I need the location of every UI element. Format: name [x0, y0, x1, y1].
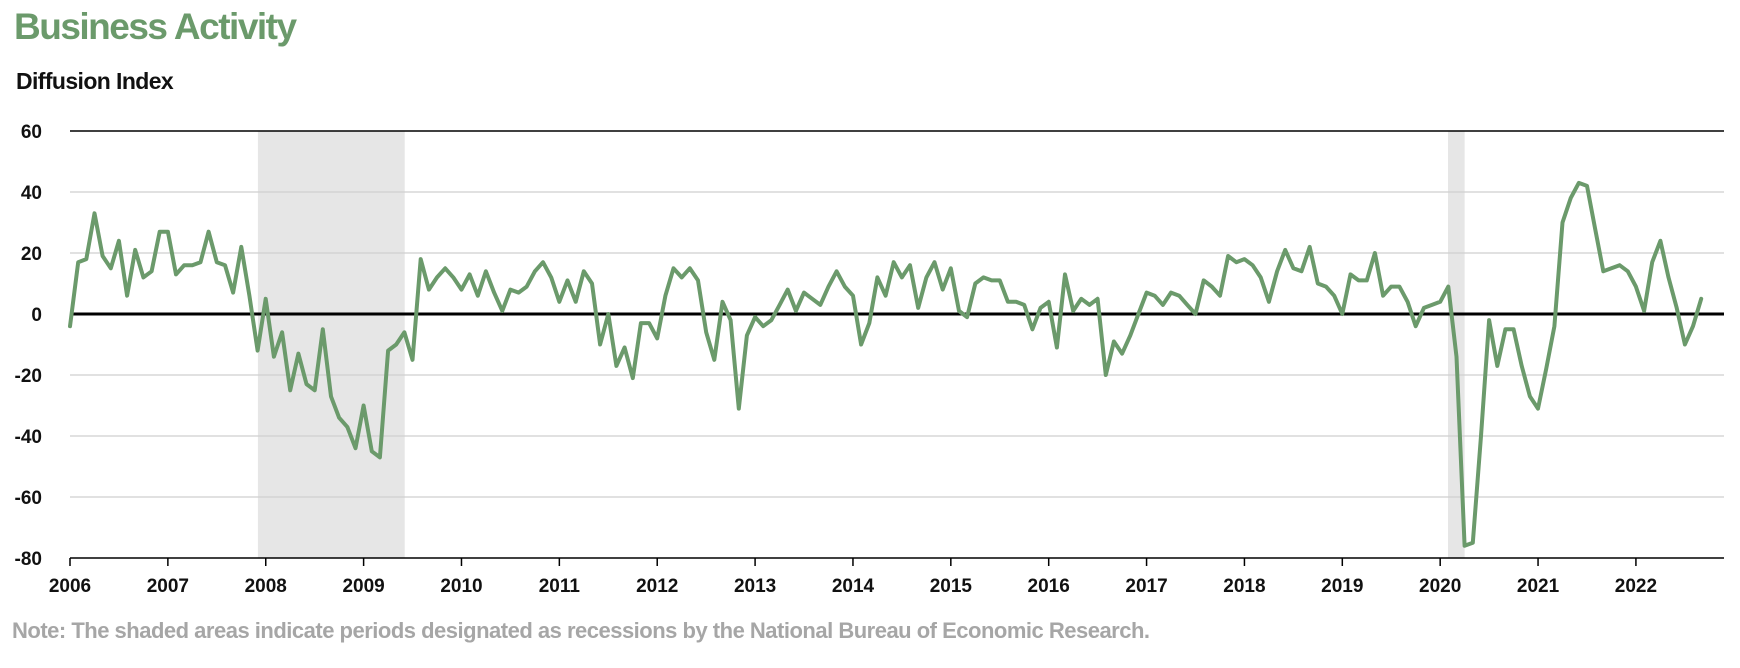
y-tick-label: 0 — [31, 305, 42, 326]
x-tick-label: 2019 — [1321, 576, 1363, 597]
x-tick-label: 2006 — [49, 576, 91, 597]
x-tick-label: 2018 — [1223, 576, 1265, 597]
series-line — [68, 180, 1704, 548]
x-tick-label: 2009 — [342, 576, 384, 597]
x-tick-label: 2008 — [245, 576, 287, 597]
x-tick-label: 2010 — [440, 576, 482, 597]
chart: 60 40 20 0 -20 -40 -60 -80 2006 2007 2008 2009 2010 2… — [15, 122, 1724, 597]
x-tick-label: 2014 — [832, 576, 875, 597]
x-tick-label: 2020 — [1419, 576, 1461, 597]
x-tick-label: 2016 — [1028, 576, 1070, 597]
x-tick-label: 2012 — [636, 576, 678, 597]
chart-title: Business Activity — [14, 6, 297, 47]
chart-note: Note: The shaded areas indicate periods … — [12, 618, 1150, 643]
x-tick-label: 2013 — [734, 576, 776, 597]
y-tick-label: -20 — [15, 366, 42, 387]
y-tick-label: -40 — [15, 427, 42, 448]
y-axis-label: Diffusion Index — [16, 68, 174, 94]
x-tick-label: 2021 — [1517, 576, 1560, 597]
x-tick-label: 2011 — [539, 576, 581, 597]
x-tick-label: 2017 — [1125, 576, 1167, 597]
y-tick-label: 20 — [21, 244, 42, 265]
x-tick-label: 2022 — [1615, 576, 1657, 597]
x-tick-label: 2015 — [930, 576, 973, 597]
y-tick-label: -80 — [15, 549, 42, 570]
y-tick-label: -60 — [15, 488, 42, 509]
y-tick-label: 60 — [21, 122, 42, 143]
x-tick-label: 2007 — [147, 576, 189, 597]
y-tick-label: 40 — [21, 183, 42, 204]
